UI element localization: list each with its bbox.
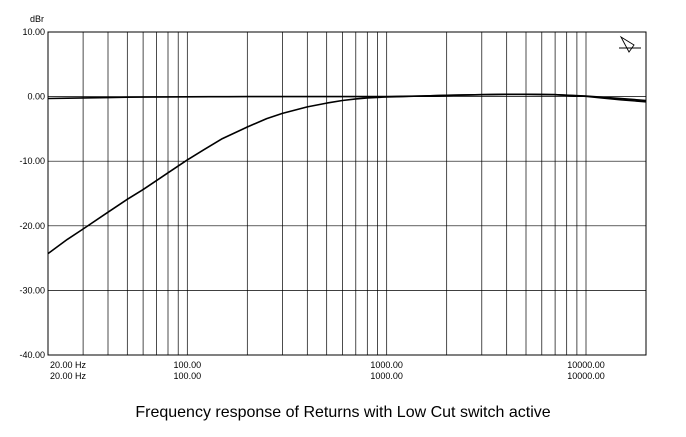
x-tick-label-secondary: 1000.00 (370, 371, 403, 381)
y-axis-label: dBr (30, 14, 44, 24)
x-tick-label: 1000.00 (370, 360, 403, 370)
frequency-response-chart: 10.00 0.00 -10.00 -20.00 -30.00 -40.00 20.00 … (19, 14, 647, 381)
y-axis-tick-labels: 10.00 0.00 -10.00 -20.00 -30.00 -40.00 (19, 27, 45, 360)
x-tick-label-secondary: 100.00 (174, 371, 202, 381)
plot-frame (47, 31, 647, 356)
y-tick-label: -40.00 (19, 350, 45, 360)
y-tick-label: -10.00 (19, 156, 45, 166)
y-tick-label: 10.00 (22, 27, 45, 37)
chart-grid (48, 32, 646, 355)
y-tick-label: -30.00 (19, 285, 45, 295)
chart-series (47, 93, 647, 255)
x-tick-label: 20.00 Hz (50, 360, 87, 370)
chart-caption: Frequency response of Returns with Low C… (135, 404, 551, 421)
x-tick-label-secondary: 10000.00 (567, 371, 605, 381)
x-tick-label: 100.00 (174, 360, 202, 370)
y-tick-label: 0.00 (27, 92, 45, 102)
logo-icon (619, 35, 641, 53)
y-tick-label: -20.00 (19, 221, 45, 231)
series-line-2 (47, 93, 647, 255)
x-tick-label: 10000.00 (567, 360, 605, 370)
x-tick-label-secondary: 20.00 Hz (50, 371, 87, 381)
